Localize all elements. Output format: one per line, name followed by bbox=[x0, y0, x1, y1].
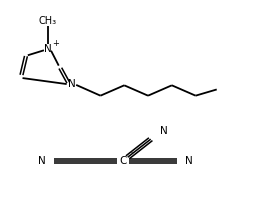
Text: +: + bbox=[53, 39, 60, 48]
Text: N: N bbox=[185, 156, 193, 166]
Text: CH₃: CH₃ bbox=[38, 16, 57, 26]
Text: ⁻: ⁻ bbox=[128, 151, 133, 160]
Text: N: N bbox=[68, 79, 75, 89]
Text: N: N bbox=[38, 156, 46, 166]
Text: N: N bbox=[44, 44, 52, 54]
Text: N: N bbox=[160, 126, 168, 136]
Text: C: C bbox=[119, 156, 127, 166]
